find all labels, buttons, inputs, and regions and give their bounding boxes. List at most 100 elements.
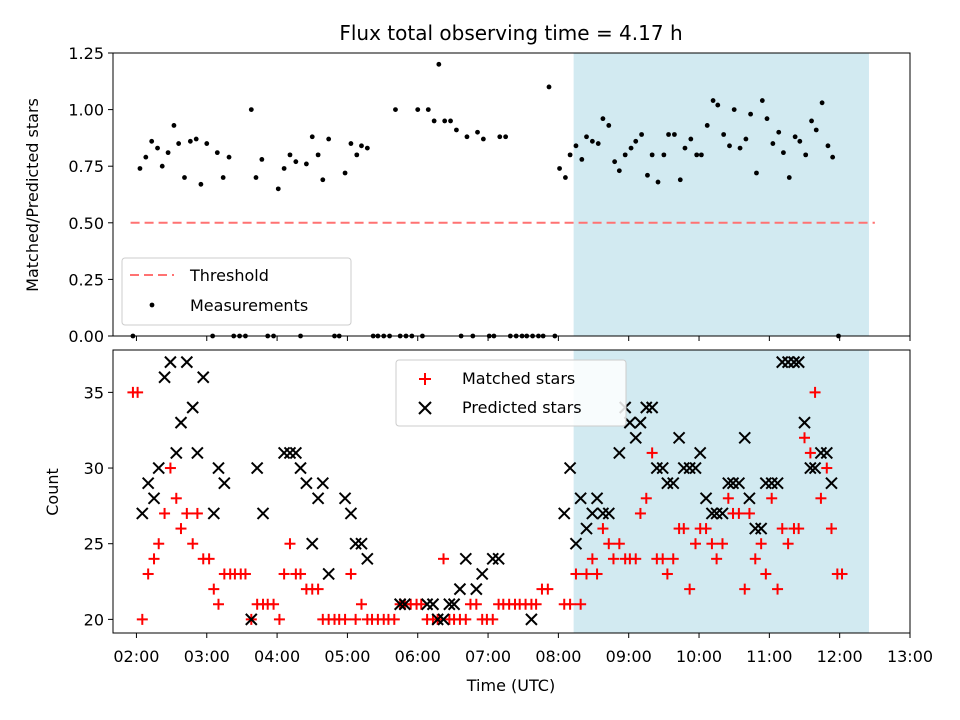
predicted-star-point [164, 355, 177, 369]
matched-star-point [530, 598, 542, 610]
measurement-point [193, 136, 199, 142]
x-tick-label: 03:00 [184, 647, 230, 666]
bottom-y-tick-label: 30 [84, 459, 104, 478]
measurement-point [743, 136, 749, 142]
predicted-star-point [814, 446, 828, 460]
predicted-star-point [158, 371, 171, 384]
measurement-point [448, 118, 453, 124]
measurement-point [694, 152, 700, 158]
measurement-point [563, 175, 568, 180]
predicted-star-point [726, 476, 740, 490]
measurement-point [454, 127, 459, 133]
top-y-axis-label: Matched/Predicted stars [23, 98, 42, 292]
predicted-star-point [820, 446, 833, 460]
measurement-point [704, 123, 710, 128]
measurement-point [149, 138, 155, 144]
measurement-point [253, 175, 259, 180]
measurement-point [248, 107, 254, 112]
predicted-star-point [629, 431, 642, 444]
measurement-point [303, 161, 309, 167]
predicted-star-point [689, 461, 702, 475]
matched-star-point [187, 538, 199, 550]
matched-star-point [711, 553, 723, 565]
matched-star-point [634, 507, 646, 519]
predicted-star-point [212, 461, 225, 475]
measurement-point [187, 138, 193, 144]
matched-star-point [148, 553, 160, 565]
measurement-point [176, 141, 182, 146]
predicted-star-point [283, 446, 297, 460]
measurement-point [287, 152, 293, 158]
matched-star-point [355, 598, 367, 610]
predicted-star-point [710, 507, 723, 520]
matched-star-point [273, 613, 285, 625]
measurement-point [165, 150, 171, 156]
predicted-star-point [306, 537, 319, 550]
matched-star-point [630, 553, 642, 565]
legend-predicted-label: Predicted stars [462, 398, 582, 417]
predicted-star-point [420, 598, 434, 611]
matched-star-point [667, 553, 679, 565]
measurement-point [737, 145, 743, 151]
measurement-point [825, 143, 831, 149]
top-y-tick-label: 0.25 [68, 270, 104, 289]
matched-star-point [388, 613, 400, 625]
matched-star-point [722, 492, 734, 504]
predicted-star-point [590, 492, 604, 505]
measurement-point [364, 145, 370, 151]
predicted-star-point [558, 507, 571, 520]
measurement-point [645, 172, 650, 178]
matched-star-point [772, 583, 784, 595]
predicted-star-point [338, 492, 352, 505]
matched-star-point [782, 538, 794, 550]
measurement-point [309, 134, 315, 140]
measurement-point [589, 138, 595, 144]
measurement-point [672, 132, 677, 137]
measurement-point [649, 152, 655, 158]
matched-star-point [640, 492, 652, 504]
matched-star-point [470, 598, 482, 610]
predicted-star-point [475, 567, 489, 581]
measurement-point [595, 141, 601, 146]
predicted-star-point [759, 476, 773, 490]
matched-star-point [208, 583, 220, 595]
matched-star-point [760, 568, 772, 580]
predicted-star-point [693, 446, 707, 460]
top-panel: 0.00 0.25 0.50 0.75 1.00 1.25 Matched/Predict… [23, 44, 911, 346]
x-tick-label: 02:00 [113, 647, 159, 666]
measurement-point [688, 136, 694, 142]
predicted-star-point [218, 476, 231, 490]
predicted-star-point [771, 476, 784, 490]
matched-star-point [733, 507, 745, 519]
predicted-star-point [393, 598, 407, 611]
measurement-point [573, 143, 579, 149]
predicted-star-point [808, 461, 822, 475]
measurement-point [759, 98, 765, 103]
predicted-star-point [277, 446, 291, 460]
measurement-point [567, 152, 573, 158]
bottom-y-axis-label: Count [43, 468, 62, 516]
measurement-point [226, 154, 232, 160]
predicted-star-point [602, 507, 615, 520]
predicted-star-point [525, 613, 538, 626]
bottom-y-ticks: 20 25 30 35 [84, 383, 113, 629]
predicted-star-point [250, 461, 264, 475]
predicted-star-point [574, 492, 587, 505]
measurement-point [354, 152, 360, 158]
predicted-star-point [300, 476, 313, 490]
predicted-star-point [580, 522, 593, 535]
measurement-point [606, 123, 612, 128]
x-tick-label: 05:00 [324, 647, 370, 666]
top-y-tick-label: 1.00 [68, 101, 104, 120]
measurement-point [754, 170, 759, 176]
predicted-star-point [787, 355, 801, 369]
matched-star-point [700, 523, 712, 535]
matched-star-point [821, 462, 833, 474]
measurement-point [198, 181, 204, 187]
predicted-star-point [634, 416, 647, 429]
matched-star-point [295, 568, 307, 580]
matched-star-point [203, 553, 215, 565]
matched-star-point [804, 447, 816, 459]
measurement-point [155, 145, 160, 151]
